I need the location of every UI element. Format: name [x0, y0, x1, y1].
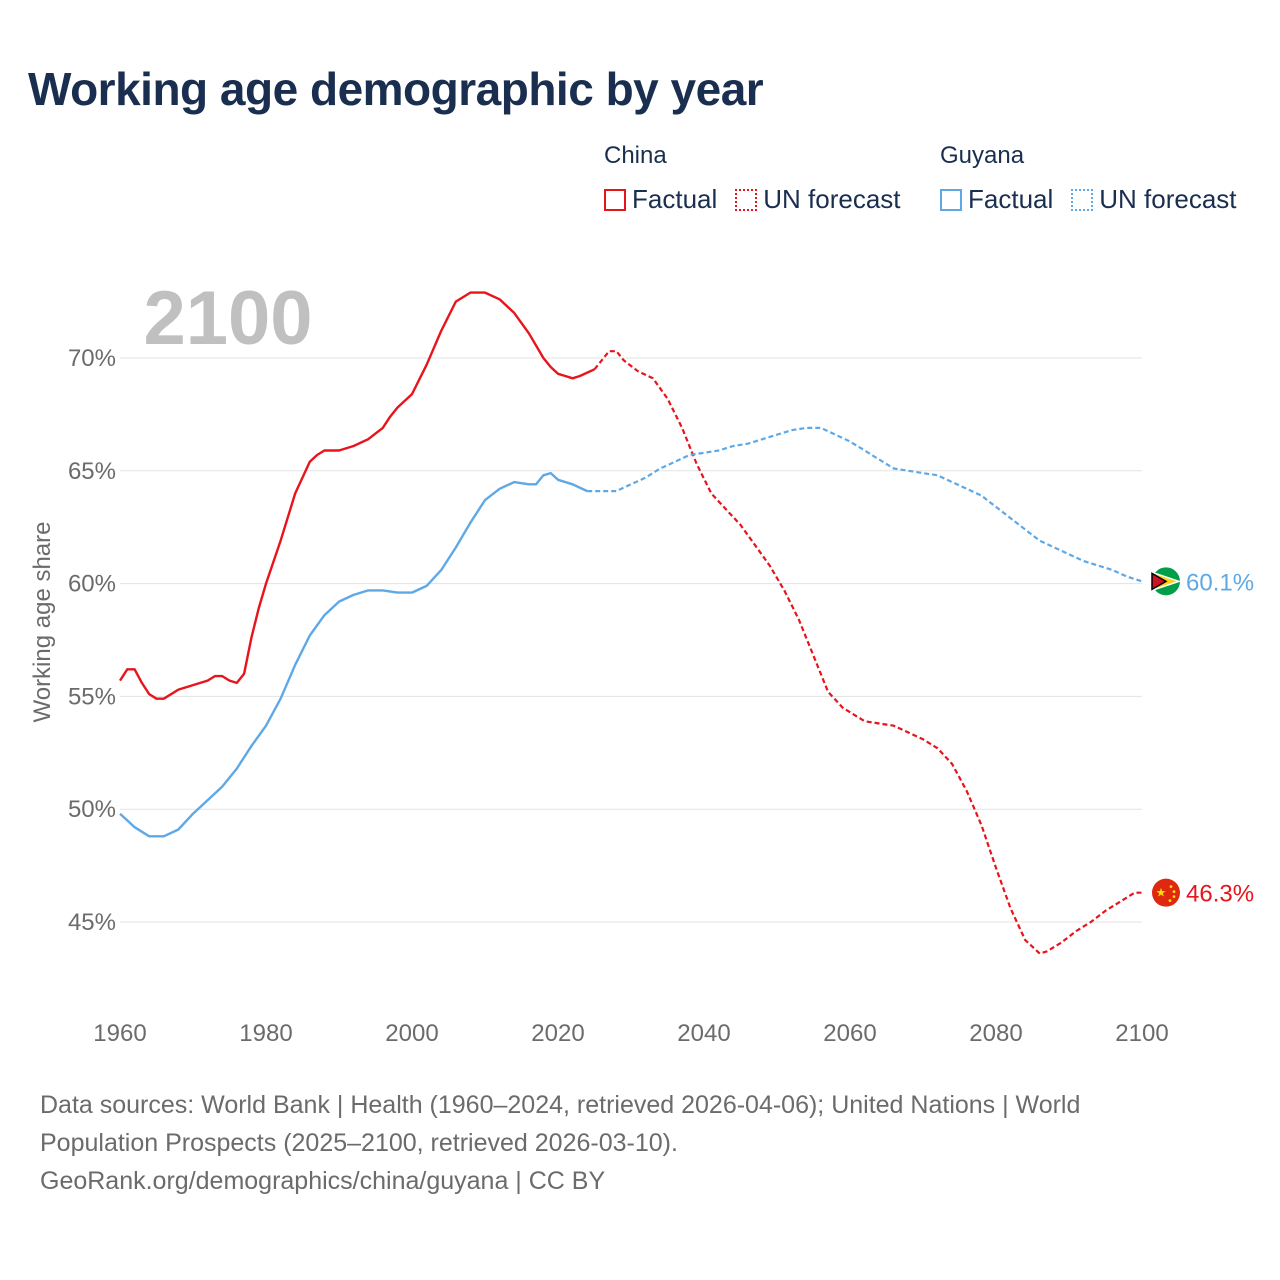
legend-china-forecast-label: UN forecast [763, 184, 901, 214]
footer-line-3[interactable]: GeoRank.org/demographics/china/guyana | … [40, 1167, 606, 1195]
legend-guyana-factual-label: Factual [968, 184, 1054, 214]
guyana-factual-line [119, 471, 588, 838]
legend-guyana: Guyana Factual UN forecast [940, 142, 1237, 215]
grid-lines [120, 357, 1142, 923]
x-tick-label-2080: 2080 [969, 1020, 1022, 1047]
china-flag-small-star-2 [1172, 895, 1176, 899]
y-tick-label-65: 65% [68, 458, 116, 485]
guyana-flag-icon [1151, 567, 1182, 596]
china-flag-icon: ★ [1152, 878, 1180, 907]
chart-title: Working age demographic by year [28, 63, 764, 115]
china-end-value-label: 46.3% [1186, 881, 1254, 908]
legend-china-factual-label: Factual [632, 184, 718, 214]
china-flag-small-star-0 [1169, 885, 1173, 889]
y-tick-label-60: 60% [68, 571, 116, 598]
x-tick-label-2020: 2020 [531, 1020, 584, 1047]
y-tick-label-70: 70% [68, 345, 116, 372]
x-tick-label-2040: 2040 [677, 1020, 730, 1047]
guyana-flag-triangle [1151, 572, 1168, 591]
x-tick-label-1980: 1980 [239, 1020, 292, 1047]
legend-guyana-factual-swatch [940, 188, 962, 211]
x-tick-label-2060: 2060 [823, 1020, 876, 1047]
y-axis: 45% 50% 55% 60% 65% 70% [68, 345, 116, 936]
end-markers: ★ 46.3% 60.1% [1151, 567, 1254, 908]
x-tick-label-2000: 2000 [385, 1020, 438, 1047]
x-tick-label-1960: 1960 [93, 1020, 146, 1047]
legend-china-factual[interactable]: Factual [604, 184, 717, 215]
line-chart: 2100 Working age share 45% 50% 55% 60% 65% 70… [29, 276, 1254, 1047]
china-flag-disc [1152, 878, 1180, 907]
legend-china-forecast-swatch [735, 188, 758, 211]
x-axis: 1960 1980 2000 2020 2040 2060 2080 2100 [93, 1020, 1168, 1047]
china-factual-line [118, 291, 596, 700]
y-axis-label: Working age share [29, 522, 56, 723]
y-tick-label-50: 50% [68, 796, 116, 823]
year-watermark: 2100 [143, 276, 312, 361]
y-tick-label-45: 45% [68, 909, 116, 936]
guyana-end-value-label: 60.1% [1186, 569, 1254, 596]
footer-line-1: Data sources: World Bank | Health (1960–… [40, 1091, 1081, 1119]
footer-sources: Data sources: World Bank | Health (1960–… [40, 1086, 1240, 1200]
china-flag-small-star-3 [1168, 899, 1172, 903]
legend-guyana-name: Guyana [940, 142, 1025, 169]
legend-china-forecast[interactable]: UN forecast [735, 184, 901, 215]
guyana-forecast-line [587, 426, 1143, 583]
legend-guyana-factual[interactable]: Factual [940, 184, 1053, 215]
x-tick-label-2100: 2100 [1115, 1020, 1168, 1047]
china-forecast-line [593, 350, 1142, 955]
footer-line-2: Population Prospects (2025–2100, retriev… [40, 1129, 678, 1157]
china-flag-star: ★ [1156, 886, 1167, 900]
legend-china-name: China [604, 142, 667, 169]
y-tick-label-55: 55% [68, 683, 116, 710]
legend-china-factual-swatch [604, 188, 626, 211]
legend-china: China Factual UN forecast [604, 142, 901, 215]
legend-guyana-forecast-label: UN forecast [1099, 184, 1237, 214]
series [118, 291, 1143, 955]
legend-guyana-forecast[interactable]: UN forecast [1071, 184, 1237, 215]
legend-guyana-forecast-swatch [1071, 188, 1094, 211]
china-flag-small-star-1 [1172, 890, 1176, 894]
